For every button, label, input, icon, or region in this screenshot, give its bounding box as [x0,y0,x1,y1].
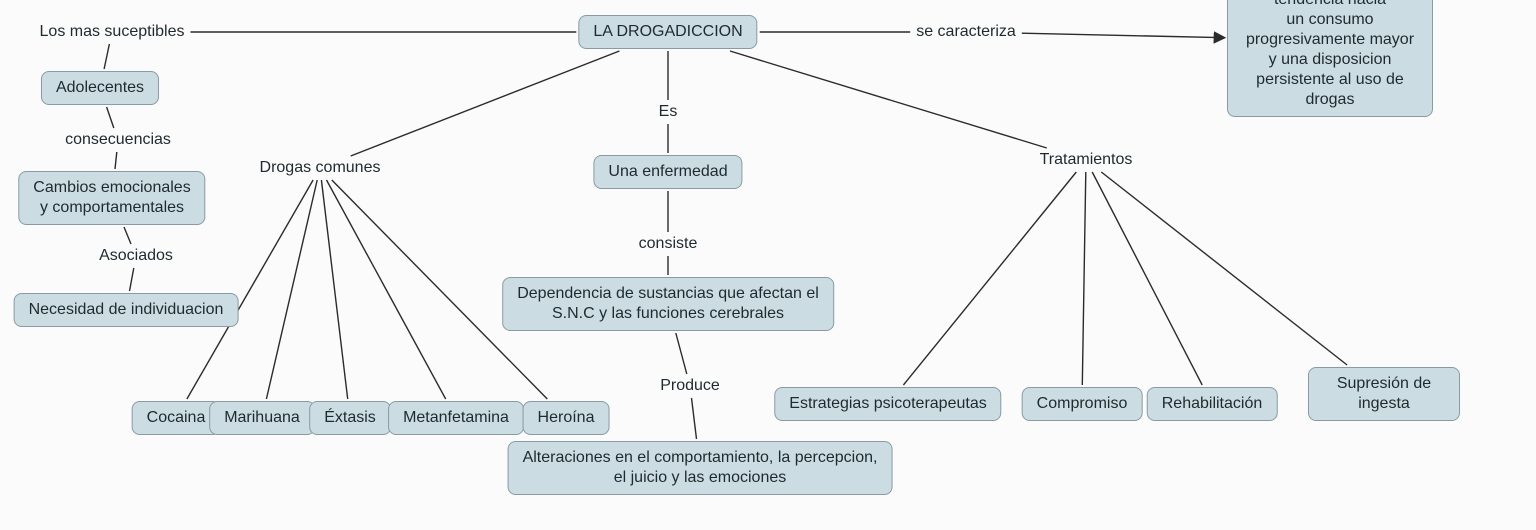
edge-root-drogas [351,51,620,156]
node-cocaina: Cocaina [132,401,221,435]
edge-caracteriza-definicion [1022,33,1225,38]
edge-drogas-extasis [321,180,347,399]
edge-adolecentes-consecuencias [107,107,114,128]
node-necesidad: Necesidad de individuacion [14,293,239,327]
edge-root-tratamientos [730,51,1047,148]
node-estrategias: Estrategias psicoterapeutas [774,387,1001,421]
node-drogas: Drogas comunes [256,158,385,178]
node-rehabilitacion: Rehabilitación [1147,387,1278,421]
node-root: LA DROGADICCION [578,15,757,49]
edge-tratamientos-rehabilitacion [1092,172,1202,385]
node-extasis: Éxtasis [309,401,391,435]
node-consecuencias: consecuencias [61,130,175,150]
node-enfermedad: Una enfermedad [593,155,742,189]
edge-asociados-necesidad [130,268,134,291]
node-supresion: Supresión de ingesta [1308,367,1460,421]
node-adolecentes: Adolecentes [41,71,159,105]
node-metanfetamina: Metanfetamina [388,401,524,435]
node-tratamientos: Tratamientos [1036,150,1137,170]
edge-produce-alteraciones [692,398,697,439]
concept-map-stage: LA DROGADICCION Los mas suceptibles Adolec… [0,0,1536,530]
node-cambios: Cambios emocionales y comportamentales [18,171,205,225]
edge-drogas-cocaina [187,180,313,399]
edge-consecuencias-cambios [115,152,117,169]
node-heroina: Heroína [523,401,610,435]
edge-dependencia-produce [676,333,687,374]
edge-tratamientos-estrategias [903,172,1076,385]
node-caracteriza: se caracteriza [912,22,1020,42]
node-alteraciones: Alteraciones en el comportamiento, la pe… [508,441,893,495]
edge-cambios-asociados [124,227,131,244]
node-definicion: Por la dependencia y tendencia hacia un … [1227,0,1433,117]
edge-susceptibles-adolecentes [104,44,109,69]
edge-tratamientos-supresion [1101,172,1347,365]
node-dependencia: Dependencia de sustancias que afectan el… [502,277,834,331]
node-susceptibles: Los mas suceptibles [36,22,189,42]
node-compromiso: Compromiso [1022,387,1143,421]
node-consiste: consiste [635,234,702,254]
edge-drogas-marihuana [266,180,317,399]
edge-drogas-metanfetamina [327,180,446,399]
node-marihuana: Marihuana [209,401,315,435]
node-asociados: Asociados [95,246,177,266]
node-produce: Produce [656,376,724,396]
node-es: Es [655,102,682,122]
edge-tratamientos-compromiso [1082,172,1086,385]
